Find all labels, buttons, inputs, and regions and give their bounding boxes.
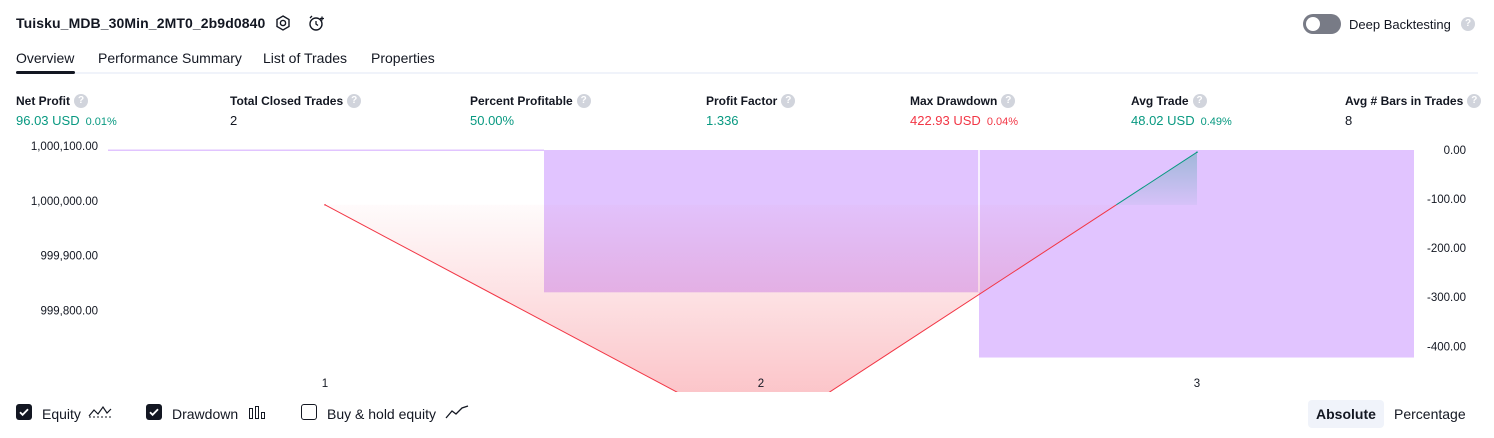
deep-backtesting-label: Deep Backtesting xyxy=(1349,17,1451,32)
left-axis-tick-label: 1,000,100.00 xyxy=(31,141,98,153)
drawdown-checkbox[interactable] xyxy=(146,404,162,420)
equity-series-group xyxy=(324,151,1198,392)
x-axis-tick-label: 1 xyxy=(322,378,328,390)
equity-line-icon xyxy=(88,405,112,418)
left-axis: 1,000,100.00 1,000,000.00 999,900.00 999,80… xyxy=(31,141,98,318)
info-icon[interactable]: ? xyxy=(781,94,796,108)
metric-label-percent-profitable: Percent Profitable? xyxy=(470,94,591,108)
equity-line-segment-3 xyxy=(1116,151,1198,206)
metric-value-net-profit: 96.03 USD 0.01% xyxy=(16,113,117,128)
drawdown-bars-icon xyxy=(249,406,265,419)
metric-value-avg-trade: 48.02 USD 0.49% xyxy=(1131,113,1232,128)
equity-line-segment-2 xyxy=(828,204,1117,392)
deep-backtesting-toggle[interactable] xyxy=(1303,14,1341,34)
x-axis-tick-label: 3 xyxy=(1194,378,1200,390)
settings-icon[interactable] xyxy=(272,12,294,34)
x-axis: 1 2 3 xyxy=(322,378,1200,390)
x-axis-tick-label: 2 xyxy=(758,378,764,390)
right-axis-tick-label: -100.00 xyxy=(1427,194,1466,206)
buy-hold-line-icon xyxy=(445,405,469,419)
info-icon[interactable]: ? xyxy=(74,94,88,108)
absolute-scale-button[interactable]: Absolute xyxy=(1308,400,1384,428)
metric-pct-max-drawdown: 0.04% xyxy=(986,116,1019,128)
metric-pct-net-profit: 0.01% xyxy=(85,116,117,128)
left-axis-tick-label: 999,900.00 xyxy=(40,251,98,263)
left-axis-tick-label: 1,000,000.00 xyxy=(31,196,98,208)
metric-label-profit-factor: Profit Factor? xyxy=(706,94,796,108)
info-icon[interactable]: ? xyxy=(1192,94,1207,108)
metric-pct-avg-trade: 0.49% xyxy=(1200,116,1232,128)
tab-properties[interactable]: Properties xyxy=(371,50,435,66)
active-tab-indicator xyxy=(16,71,75,74)
tab-overview[interactable]: Overview xyxy=(16,50,75,66)
equity-drawdown-chart[interactable]: 1,000,100.00 1,000,000.00 999,900.00 999,80… xyxy=(0,138,1494,392)
right-axis-tick-label: 0.00 xyxy=(1444,145,1466,157)
drawdown-legend-label[interactable]: Drawdown xyxy=(172,406,239,422)
metric-value-avg-bars-in-trades: 8 xyxy=(1345,113,1353,128)
left-axis-tick-label: 999,800.00 xyxy=(40,306,98,318)
tab-list-of-trades[interactable]: List of Trades xyxy=(263,50,348,66)
tab-performance-summary[interactable]: Performance Summary xyxy=(98,50,242,66)
equity-point-1 xyxy=(324,204,326,206)
info-icon[interactable]: ? xyxy=(347,94,362,108)
metric-label-total-closed-trades: Total Closed Trades? xyxy=(230,94,362,108)
equity-line-segment-1 xyxy=(324,204,678,392)
buy-hold-equity-checkbox[interactable] xyxy=(301,404,317,420)
equity-checkbox[interactable] xyxy=(16,404,32,420)
buy-hold-equity-legend-label[interactable]: Buy & hold equity xyxy=(327,406,436,422)
metric-label-max-drawdown: Max Drawdown? xyxy=(910,94,1016,108)
metric-value-profit-factor: 1.336 xyxy=(706,113,739,128)
equity-loss-area xyxy=(325,204,1117,392)
right-axis: 0.00 -100.00 -200.00 -300.00 -400.00 xyxy=(1427,145,1466,353)
checkmark-icon xyxy=(19,408,29,417)
metric-label-avg-bars-in-trades: Avg # Bars in Trades? xyxy=(1345,94,1482,108)
right-axis-tick-label: -200.00 xyxy=(1427,243,1466,255)
metric-value-percent-profitable: 50.00% xyxy=(470,113,515,128)
metric-value-total-closed-trades: 2 xyxy=(230,113,238,128)
percentage-scale-button[interactable]: Percentage xyxy=(1394,406,1466,422)
help-icon[interactable]: ? xyxy=(1461,17,1475,31)
metric-label-net-profit: Net Profit? xyxy=(16,94,88,108)
info-icon[interactable]: ? xyxy=(576,94,591,108)
equity-legend-label[interactable]: Equity xyxy=(42,406,81,422)
add-alert-icon[interactable] xyxy=(306,12,328,34)
tab-divider xyxy=(16,72,1478,74)
strategy-title: Tuisku_MDB_30Min_2MT0_2b9d0840 xyxy=(16,15,266,31)
info-icon[interactable]: ? xyxy=(1001,94,1016,108)
right-axis-tick-label: -300.00 xyxy=(1427,292,1466,304)
metric-value-max-drawdown: 422.93 USD 0.04% xyxy=(910,113,1019,128)
equity-point-3 xyxy=(1196,151,1198,153)
checkmark-icon xyxy=(149,408,159,417)
right-axis-tick-label: -400.00 xyxy=(1427,341,1466,353)
info-icon[interactable]: ? xyxy=(1467,94,1482,108)
toggle-knob xyxy=(1306,17,1320,31)
metric-label-avg-trade: Avg Trade? xyxy=(1131,94,1207,108)
